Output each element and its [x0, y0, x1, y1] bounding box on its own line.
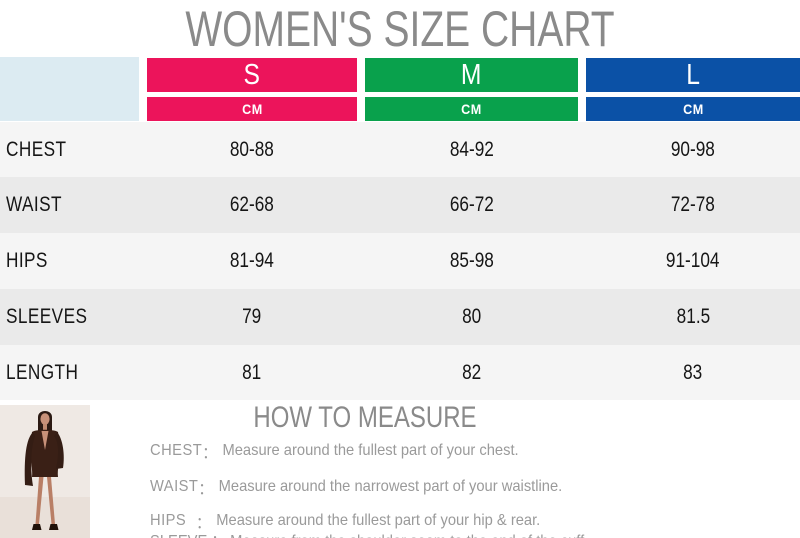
table-row-length: LENGTH 81 82 83 [0, 345, 800, 400]
row-label-sleeves: SLEEVES [6, 305, 88, 328]
sleeves-value-m: 80 [461, 305, 482, 328]
column-header-size-l: L [586, 58, 800, 92]
waist-value-s: 62-68 [229, 193, 275, 216]
hips-value-s: 81-94 [229, 249, 275, 272]
table-row-waist: WAIST 62-68 66-72 72-78 [0, 177, 800, 233]
column-unit-m: CM [365, 97, 578, 121]
column-header-size-m: M [365, 58, 578, 92]
cutoff-measure-text: SLEEVE ： Measure from the shoulder seam … [150, 531, 739, 538]
unit-m-label: CM [461, 101, 482, 117]
unit-l-label: CM [682, 101, 704, 117]
chest-value-l: 90-98 [670, 137, 716, 161]
length-value-s: 81 [242, 360, 262, 384]
table-corner-cell [0, 57, 139, 121]
measure-line-chest: CHEST： Measure around the fullest part of… [150, 440, 720, 462]
how-to-measure-heading: HOW TO MEASURE [253, 401, 477, 434]
page-title: WOMEN'S SIZE CHART [185, 1, 615, 57]
sleeves-value-l: 81.5 [676, 305, 710, 328]
measure-line-waist: WAIST： Measure around the narrowest part … [150, 476, 720, 498]
cutoff-measure-line: SLEEVE ： Measure from the shoulder seam … [150, 531, 790, 538]
measure-line-hips: HIPS ： Measure around the fullest part of … [150, 510, 720, 532]
measure-colon: ： [198, 481, 214, 498]
measure-text-hips: Measure around the fullest part of your … [216, 512, 541, 529]
hips-value-l: 91-104 [666, 249, 720, 272]
table-row-sleeves: SLEEVES 79 80 81.5 [0, 289, 800, 345]
table-row-hips: HIPS 81-94 85-98 91-104 [0, 233, 800, 289]
hips-value-m: 85-98 [449, 249, 494, 272]
row-label-chest: CHEST [6, 137, 67, 161]
model-photo [0, 405, 90, 538]
row-label-hips: HIPS [6, 249, 48, 272]
size-s-label: S [243, 58, 261, 91]
size-l-label: L [686, 58, 700, 91]
length-value-l: 83 [683, 360, 703, 384]
measure-label-chest: CHEST [150, 442, 203, 459]
column-unit-l: CM [586, 97, 800, 121]
chest-value-m: 84-92 [449, 137, 494, 161]
measure-colon: ： [196, 515, 211, 532]
length-value-m: 82 [461, 360, 482, 384]
sleeves-value-s: 79 [242, 305, 262, 328]
chest-value-s: 80-88 [229, 137, 275, 161]
waist-value-l: 72-78 [670, 193, 716, 216]
measure-text-chest: Measure around the fullest part of your … [222, 442, 519, 459]
table-row-chest: CHEST 80-88 84-92 90-98 [0, 122, 800, 177]
measure-label-waist: WAIST [150, 478, 199, 495]
row-label-length: LENGTH [6, 360, 79, 384]
measure-label-hips: HIPS [150, 512, 187, 529]
measure-colon: ： [202, 445, 217, 462]
model-photo-illustration [0, 405, 90, 538]
waist-value-m: 66-72 [449, 193, 494, 216]
column-header-size-s: S [147, 58, 357, 92]
size-m-label: M [461, 58, 482, 91]
measure-text-waist: Measure around the narrowest part of you… [218, 478, 563, 495]
row-label-waist: WAIST [6, 193, 62, 216]
column-unit-s: CM [147, 97, 357, 121]
unit-s-label: CM [241, 101, 263, 117]
